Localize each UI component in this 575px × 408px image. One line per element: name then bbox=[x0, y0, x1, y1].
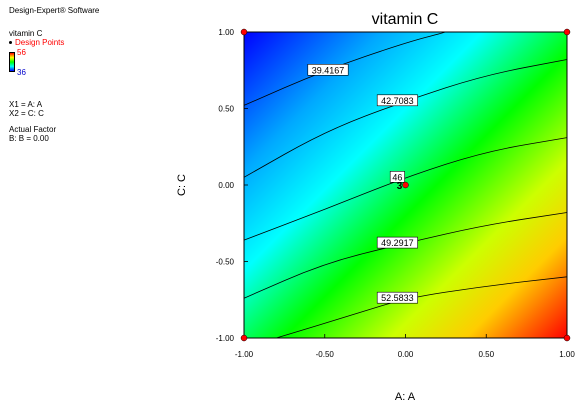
y-tick-label: 1.00 bbox=[218, 28, 234, 37]
chart-title: vitamin C bbox=[372, 11, 439, 28]
x-tick-label: 0.50 bbox=[478, 350, 494, 359]
design-point bbox=[240, 28, 248, 36]
design-point bbox=[402, 181, 409, 189]
actual-factor-heading: Actual Factor bbox=[9, 125, 57, 134]
contour-label: 42.7083 bbox=[381, 96, 414, 106]
y-tick-label: 0.00 bbox=[218, 181, 234, 190]
design-point bbox=[240, 334, 248, 342]
contour-label: 52.5833 bbox=[381, 293, 414, 303]
software-label: Design-Expert® Software bbox=[9, 6, 100, 15]
response-label: vitamin C bbox=[9, 29, 43, 38]
contour-line bbox=[243, 137, 568, 241]
design-points-legend: Design Points bbox=[9, 38, 64, 47]
y-tick-label: -1.00 bbox=[216, 334, 235, 343]
contour-label-box bbox=[376, 291, 418, 304]
y-tick-label: -0.50 bbox=[216, 258, 235, 267]
design-point bbox=[563, 28, 571, 36]
contour-label: 39.4167 bbox=[312, 65, 345, 75]
design-points-label: Design Points bbox=[15, 38, 65, 47]
legend-min-value: 36 bbox=[17, 68, 26, 77]
contour-label-box bbox=[376, 236, 418, 249]
x-axis-title: A: A bbox=[395, 391, 416, 403]
design-point-marker-icon bbox=[9, 40, 12, 44]
contour-label-box bbox=[376, 94, 418, 107]
color-scale-bar bbox=[9, 52, 15, 72]
design-point-count: 3 bbox=[397, 181, 403, 192]
x1-factor-label: X1 = A: A bbox=[9, 100, 43, 109]
x2-factor-label: X2 = C: C bbox=[9, 109, 44, 118]
contour-label: 49.2917 bbox=[381, 238, 414, 248]
y-tick-label: 0.50 bbox=[218, 105, 234, 114]
actual-factor-value: B: B = 0.00 bbox=[9, 134, 49, 143]
contour-label-box bbox=[389, 171, 405, 183]
contour-label: 46 bbox=[392, 172, 402, 182]
x-tick-label: -1.00 bbox=[235, 350, 254, 359]
x-tick-label: 1.00 bbox=[559, 350, 575, 359]
design-point bbox=[563, 334, 571, 342]
y-axis-title: C: C bbox=[176, 174, 188, 196]
legend-max-value: 56 bbox=[17, 48, 26, 57]
x-tick-label: -0.50 bbox=[316, 350, 335, 359]
contour-line bbox=[243, 31, 447, 106]
contour-label-box bbox=[307, 64, 349, 76]
x-tick-label: 0.00 bbox=[398, 350, 414, 359]
